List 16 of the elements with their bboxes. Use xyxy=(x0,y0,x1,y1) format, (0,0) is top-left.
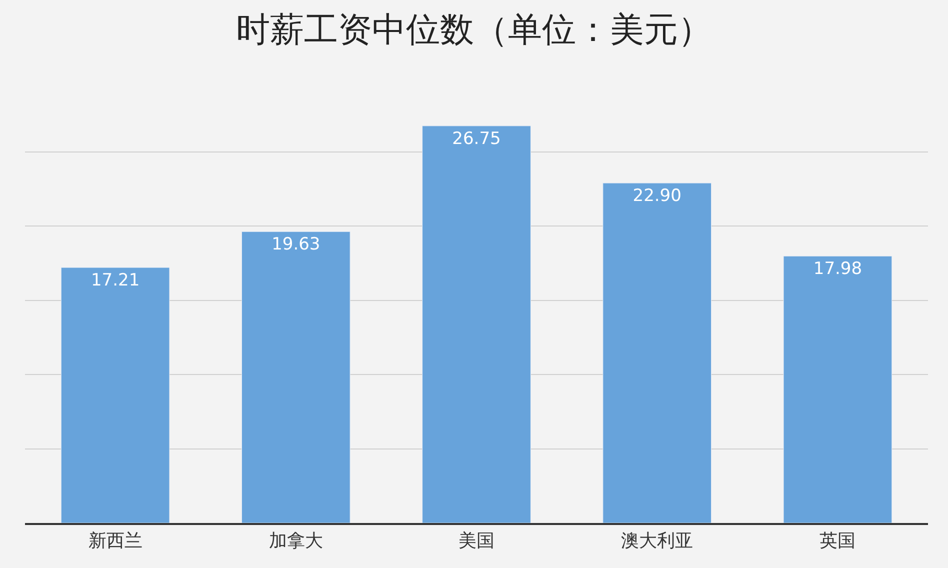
x-tick-label: 澳大利亚 xyxy=(621,530,694,552)
x-tick-label: 加拿大 xyxy=(268,530,323,552)
data-label: 26.75 xyxy=(452,128,501,149)
x-tick-label: 美国 xyxy=(458,530,494,552)
data-label: 22.90 xyxy=(632,186,682,206)
x-tick-label: 新西兰 xyxy=(88,530,142,552)
data-label: 17.98 xyxy=(813,259,862,280)
bar xyxy=(783,256,892,523)
bar xyxy=(60,267,170,523)
bar xyxy=(241,231,350,523)
bar xyxy=(602,182,712,523)
x-tick-label: 英国 xyxy=(820,530,856,552)
data-label: 17.21 xyxy=(90,270,140,291)
data-label: 19.63 xyxy=(272,234,320,255)
bar xyxy=(422,126,531,523)
chart-title: 时薪工资中位数（单位：美元） xyxy=(236,10,712,50)
